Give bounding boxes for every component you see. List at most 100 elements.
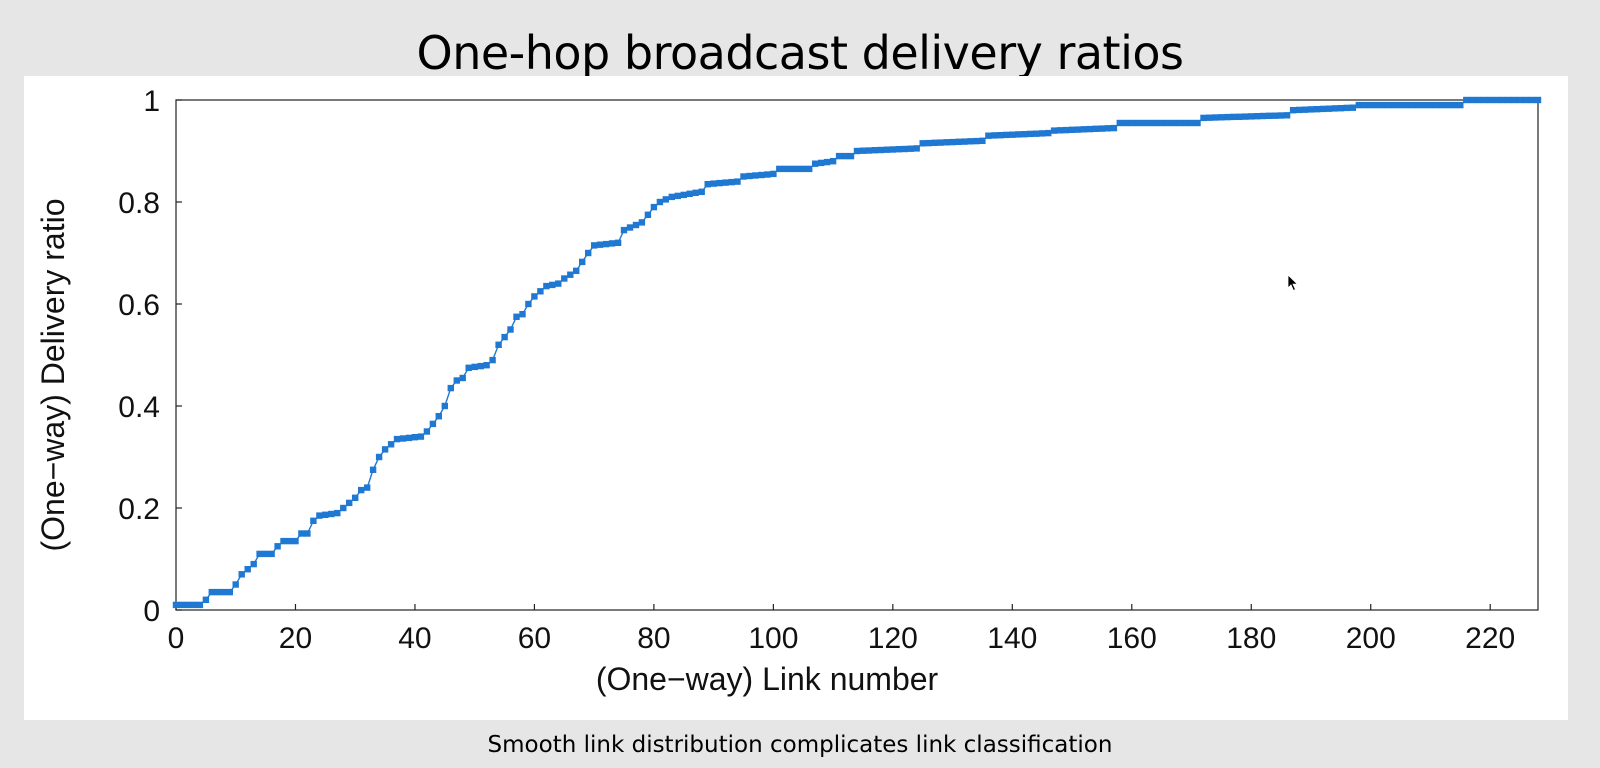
data-point <box>304 530 311 537</box>
delivery-ratio-chart: 0 20 40 60 80 100 120 140 160 180 200 220 0 0.2 0.4 0.6… <box>35 85 1542 697</box>
data-point <box>364 484 371 491</box>
data-point <box>346 499 353 507</box>
data-point <box>644 211 652 218</box>
data-point <box>877 146 885 154</box>
data-point <box>943 139 950 146</box>
data-point <box>507 326 514 333</box>
data-point <box>764 171 771 178</box>
data-point <box>668 193 675 201</box>
data-point <box>1457 101 1464 109</box>
mouse-pointer-icon <box>1287 274 1299 292</box>
data-point <box>1021 131 1028 138</box>
data-point <box>1481 96 1488 104</box>
data-point <box>1194 119 1201 127</box>
data-point <box>1027 130 1034 138</box>
data-point <box>1122 119 1129 127</box>
data-point <box>1355 101 1362 109</box>
data-point <box>1510 96 1518 104</box>
data-point <box>220 588 227 596</box>
data-point <box>1134 119 1141 127</box>
data-point <box>746 172 753 180</box>
data-point <box>1116 119 1123 127</box>
data-point <box>537 288 544 295</box>
data-point <box>1313 106 1321 113</box>
data-point <box>1110 124 1118 132</box>
data-point <box>614 239 622 246</box>
y-tick-label: 0.4 <box>118 391 160 424</box>
data-point <box>1033 130 1040 137</box>
data-point <box>812 160 819 167</box>
data-point <box>429 420 437 428</box>
data-point <box>375 453 383 461</box>
data-point <box>620 226 628 234</box>
data-point <box>596 241 604 248</box>
data-point <box>483 362 490 369</box>
data-point <box>1164 119 1171 127</box>
data-point <box>823 158 831 166</box>
data-point <box>937 139 944 146</box>
data-point <box>399 435 407 442</box>
data-point <box>997 132 1004 139</box>
data-point <box>1146 119 1153 127</box>
data-point <box>1266 112 1273 119</box>
data-point <box>1439 101 1446 109</box>
data-point <box>1451 101 1458 109</box>
data-point <box>985 132 992 139</box>
data-point <box>1289 107 1297 114</box>
data-point <box>513 313 520 320</box>
data-point <box>1176 119 1183 127</box>
data-point <box>459 374 466 382</box>
data-point <box>1092 125 1100 132</box>
data-point <box>1045 129 1052 137</box>
data-point <box>1212 114 1219 121</box>
data-point <box>1080 126 1088 133</box>
data-point <box>1469 96 1476 104</box>
data-point <box>262 550 269 558</box>
data-point <box>638 219 646 226</box>
x-tick-label: 20 <box>279 622 312 655</box>
y-axis-label: (One−way) Delivery ratio <box>35 199 71 552</box>
data-point <box>680 191 687 199</box>
data-point <box>369 466 377 473</box>
data-point <box>919 140 926 147</box>
data-point <box>393 435 401 443</box>
data-point <box>184 601 192 609</box>
data-point <box>818 159 825 167</box>
data-point <box>244 566 251 573</box>
data-point <box>340 504 347 512</box>
series-line <box>176 99 1538 606</box>
data-point <box>226 588 233 596</box>
data-point <box>465 364 472 371</box>
data-point <box>740 173 747 180</box>
data-point <box>1062 126 1070 134</box>
data-point <box>722 179 729 186</box>
data-point <box>1056 127 1064 134</box>
x-tick-label: 220 <box>1465 622 1515 655</box>
plot-frame <box>175 99 1539 611</box>
data-point <box>1039 130 1046 137</box>
data-point <box>967 138 974 145</box>
data-point <box>1379 101 1386 109</box>
data-point <box>489 356 496 364</box>
data-point <box>698 188 705 195</box>
data-point <box>794 165 801 173</box>
data-point <box>567 271 574 278</box>
data-point <box>585 249 592 257</box>
data-point <box>859 147 867 154</box>
data-point <box>417 433 425 440</box>
data-point <box>1015 131 1022 138</box>
chart-panel: 0 20 40 60 80 100 120 140 160 180 200 220 0 0.2 0.4 0.6… <box>24 76 1568 720</box>
data-point <box>1433 101 1440 109</box>
data-point <box>208 588 215 596</box>
y-tick-label: 0.8 <box>118 187 160 220</box>
data-point <box>561 275 568 282</box>
data-point <box>1373 101 1380 109</box>
data-point <box>214 588 221 596</box>
data-point <box>1385 101 1392 109</box>
x-tick-label: 180 <box>1226 622 1276 655</box>
data-point <box>829 158 837 165</box>
data-point <box>334 509 341 517</box>
data-point <box>501 333 508 341</box>
x-axis-label: (One−way) Link number <box>596 661 939 697</box>
data-point <box>453 377 460 384</box>
